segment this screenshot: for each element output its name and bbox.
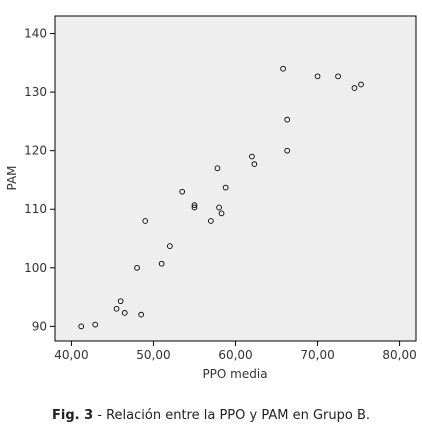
data-point <box>158 260 165 267</box>
plot-area <box>54 15 417 342</box>
x-tick-label: 80,00 <box>382 348 416 362</box>
data-point <box>314 73 321 80</box>
x-tick-label: 40,00 <box>54 348 88 362</box>
data-point <box>222 184 229 191</box>
y-tick-label: 140 <box>24 27 47 41</box>
data-points <box>78 65 364 330</box>
data-point <box>358 81 364 88</box>
x-axis: 40,00 50,00 60,00 70,00 80,00 <box>54 341 417 362</box>
y-axis: 90 100 110 120 130 140 <box>24 27 55 333</box>
data-point <box>78 323 85 330</box>
x-axis-title: PPO media <box>202 367 267 381</box>
data-point <box>335 73 341 80</box>
figure-caption-text: - Relación entre la PPO y PAM en Grupo B… <box>93 408 370 423</box>
data-point <box>121 310 128 316</box>
data-point <box>191 204 198 211</box>
data-point <box>179 188 186 195</box>
data-point <box>218 210 225 217</box>
data-point <box>92 321 99 328</box>
data-point <box>117 298 124 305</box>
data-point <box>251 161 258 168</box>
data-point <box>249 153 255 160</box>
x-tick-label: 50,00 <box>136 348 170 362</box>
data-point <box>191 202 198 208</box>
data-point <box>351 85 358 91</box>
y-tick-label: 130 <box>24 85 47 99</box>
data-point <box>214 165 221 172</box>
data-point <box>284 116 291 123</box>
y-tick-label: 120 <box>24 144 47 158</box>
data-point <box>167 243 173 249</box>
data-point <box>208 218 214 224</box>
data-point <box>280 65 286 72</box>
figure-label: Fig. 3 <box>52 408 94 423</box>
data-point <box>216 204 222 211</box>
x-tick-label: 70,00 <box>300 348 334 362</box>
y-tick-label: 90 <box>32 319 47 333</box>
figure-caption: Fig. 3 - Relación entre la PPO y PAM en … <box>0 408 422 423</box>
x-tick-label: 60,00 <box>218 348 252 362</box>
y-tick-label: 110 <box>24 202 47 216</box>
y-tick-label: 100 <box>24 261 47 275</box>
data-point <box>134 264 140 271</box>
data-point <box>138 311 144 318</box>
data-point <box>284 147 291 154</box>
data-point <box>142 218 149 224</box>
y-axis-title: PAM <box>5 165 19 190</box>
data-point <box>113 305 120 312</box>
scatter-chart: 40,00 50,00 60,00 70,00 80,00 90 100 110 120 130… <box>5 15 417 381</box>
